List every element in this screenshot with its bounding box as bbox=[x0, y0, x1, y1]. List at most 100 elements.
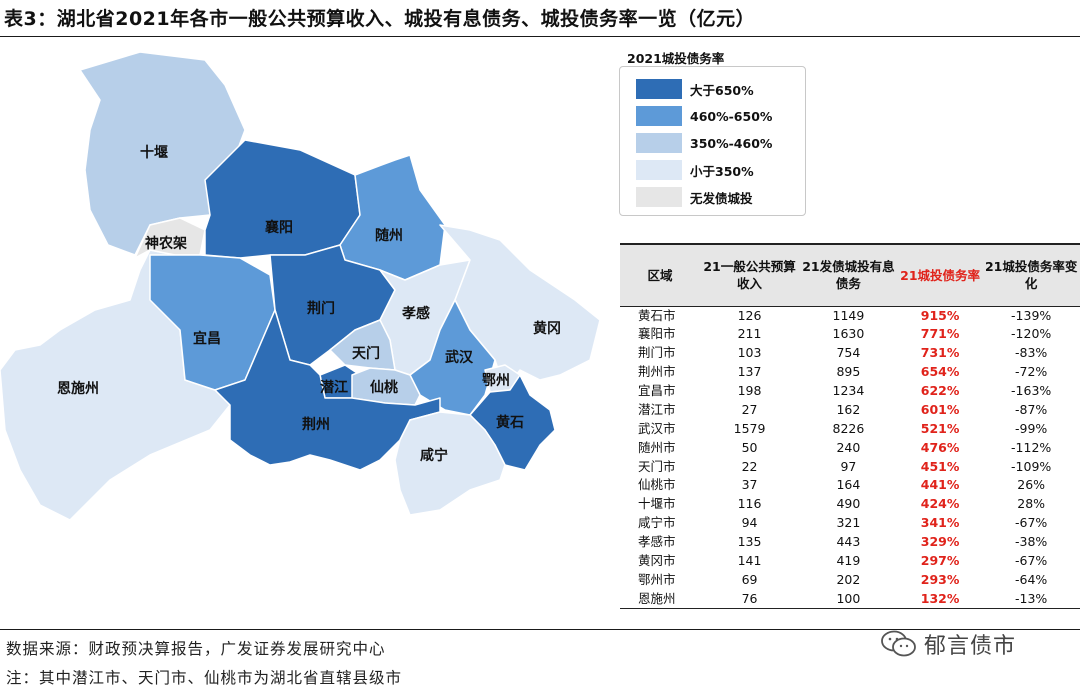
cell-region: 孝感市 bbox=[638, 534, 676, 550]
footer-rule bbox=[0, 629, 1080, 630]
cell-budget-revenue: 27 bbox=[741, 401, 758, 417]
legend-item: 350%-460% bbox=[636, 133, 772, 153]
cell-interest-debt: 8226 bbox=[832, 420, 865, 436]
legend-swatch bbox=[636, 106, 682, 126]
table-row: 襄阳市 211 1630 771% -120% bbox=[620, 325, 1080, 344]
cell-ratio-change: -38% bbox=[1015, 534, 1048, 550]
cell-interest-debt: 202 bbox=[836, 571, 861, 587]
cell-ratio-change: -64% bbox=[1015, 571, 1048, 587]
legend-swatch bbox=[636, 133, 682, 153]
cell-region: 恩施州 bbox=[620, 589, 701, 609]
cell-ratio-change: -83% bbox=[1015, 345, 1048, 361]
map-label-jingzhou: 荆州 bbox=[302, 416, 330, 433]
map-label-enshi: 恩施州 bbox=[57, 380, 99, 397]
cell-region: 黄石市 bbox=[620, 305, 701, 325]
legend-swatch bbox=[636, 79, 682, 99]
region-tianmen bbox=[329, 319, 396, 371]
cell-ratio-change: -120% bbox=[1011, 326, 1052, 342]
map-label-xiaogan: 孝感 bbox=[401, 305, 430, 322]
page-title: 表3：湖北省2021年各市一般公共预算收入、城投有息债务、城投债务率一览（亿元） bbox=[4, 8, 756, 30]
table-header-row: 区域 21一般公共预算收入 21发债城投有息债务 21城投债务率 21城投债务率… bbox=[620, 243, 1080, 306]
legend-item: 460%-650% bbox=[636, 106, 772, 126]
cell-debt-ratio: 297% bbox=[920, 553, 960, 569]
cell-interest-debt: 97 bbox=[840, 458, 857, 474]
table-row: 仙桃市 37 164 441% 26% bbox=[620, 476, 1080, 495]
cell-budget-revenue: 76 bbox=[700, 589, 799, 609]
table-row: 黄石市 126 1149 915% -139% bbox=[620, 305, 1080, 325]
cell-ratio-change: -139% bbox=[982, 305, 1080, 325]
cell-region: 荆州市 bbox=[638, 364, 676, 380]
legend-swatch bbox=[636, 160, 682, 180]
cell-budget-revenue: 137 bbox=[737, 364, 762, 380]
map-label-tianmen: 天门 bbox=[352, 345, 380, 362]
cell-ratio-change: -87% bbox=[1015, 401, 1048, 417]
map-label-wuhan: 武汉 bbox=[445, 349, 474, 366]
table-row: 鄂州市 69 202 293% -64% bbox=[620, 570, 1080, 589]
cell-debt-ratio: 476% bbox=[920, 439, 960, 455]
map-label-shiyan: 十堰 bbox=[140, 144, 168, 161]
map-label-suizhou: 随州 bbox=[375, 227, 403, 244]
cell-interest-debt: 1630 bbox=[832, 326, 865, 342]
cell-debt-ratio: 293% bbox=[920, 571, 960, 587]
cell-region: 十堰市 bbox=[638, 496, 676, 512]
cell-budget-revenue: 37 bbox=[741, 477, 758, 493]
table-row: 天门市 22 97 451% -109% bbox=[620, 457, 1080, 476]
cell-debt-ratio: 915% bbox=[897, 305, 983, 325]
cell-interest-debt: 895 bbox=[836, 364, 861, 380]
legend-label: 大于650% bbox=[690, 82, 754, 98]
footer-source: 数据来源：财政预决算报告，广发证券发展研究中心 bbox=[6, 640, 386, 658]
cell-interest-debt: 443 bbox=[836, 534, 861, 550]
cell-ratio-change: -72% bbox=[1015, 364, 1048, 380]
cell-budget-revenue: 198 bbox=[737, 383, 762, 398]
cell-interest-debt: 162 bbox=[836, 401, 861, 417]
cell-ratio-change: -109% bbox=[1011, 458, 1052, 474]
debt-table: 区域 21一般公共预算收入 21发债城投有息债务 21城投债务率 21城投债务率… bbox=[620, 243, 1080, 609]
table-row: 荆州市 137 895 654% -72% bbox=[620, 363, 1080, 382]
map-label-xiantao: 仙桃 bbox=[370, 379, 398, 396]
cell-debt-ratio: 771% bbox=[920, 326, 960, 342]
cell-budget-revenue: 211 bbox=[737, 326, 762, 342]
cell-region: 黄冈市 bbox=[638, 553, 676, 569]
header-ratio-change: 21城投债务率变化 bbox=[982, 243, 1080, 306]
map-label-huangshi: 黄石 bbox=[496, 414, 524, 431]
legend: 大于650% 460%-650% 350%-460% 小于350% 无发债城投 bbox=[619, 66, 806, 216]
cell-ratio-change: -99% bbox=[1015, 420, 1048, 436]
legend-item: 无发债城投 bbox=[636, 187, 753, 207]
map-label-ezhou: 鄂州 bbox=[482, 373, 510, 389]
table-row: 宜昌市 198 1234 622% -163% bbox=[620, 382, 1080, 401]
cell-budget-revenue: 1579 bbox=[733, 420, 766, 436]
cell-interest-debt: 1234 bbox=[832, 383, 865, 398]
table-row: 武汉市 1579 8226 521% -99% bbox=[620, 419, 1080, 438]
wechat-icon bbox=[881, 630, 916, 657]
cell-ratio-change: -67% bbox=[1015, 553, 1048, 569]
header-debt-ratio: 21城投债务率 bbox=[897, 243, 983, 306]
cell-debt-ratio: 601% bbox=[920, 401, 960, 417]
map-label-huanggang: 黄冈 bbox=[533, 320, 561, 337]
table-row: 黄冈市 141 419 297% -67% bbox=[620, 552, 1080, 571]
cell-region: 潜江市 bbox=[638, 401, 676, 417]
cell-region: 宜昌市 bbox=[638, 383, 676, 398]
header-region: 区域 bbox=[620, 243, 701, 306]
cell-debt-ratio: 521% bbox=[920, 420, 960, 436]
legend-label: 小于350% bbox=[690, 163, 754, 179]
table-row: 十堰市 116 490 424% 28% bbox=[620, 495, 1080, 514]
map-label-yichang: 宜昌 bbox=[193, 330, 221, 347]
cell-ratio-change: -112% bbox=[1011, 439, 1052, 455]
cell-debt-ratio: 451% bbox=[920, 458, 960, 474]
cell-budget-revenue: 69 bbox=[741, 571, 758, 587]
map-label-qianjiang: 潜江 bbox=[320, 379, 348, 396]
table-row: 荆门市 103 754 731% -83% bbox=[620, 344, 1080, 363]
cell-region: 仙桃市 bbox=[638, 477, 676, 493]
cell-ratio-change: 28% bbox=[1017, 496, 1046, 512]
cell-debt-ratio: 441% bbox=[920, 477, 960, 493]
cell-budget-revenue: 135 bbox=[737, 534, 762, 550]
cell-debt-ratio: 132% bbox=[897, 589, 983, 609]
legend-item: 小于350% bbox=[636, 160, 754, 180]
cell-budget-revenue: 94 bbox=[741, 515, 758, 531]
legend-label: 460%-650% bbox=[690, 108, 773, 124]
cell-interest-debt: 321 bbox=[836, 515, 861, 531]
cell-interest-debt: 240 bbox=[836, 439, 861, 455]
cell-region: 荆门市 bbox=[638, 345, 676, 361]
cell-debt-ratio: 622% bbox=[920, 383, 960, 398]
legend-label: 350%-460% bbox=[690, 135, 773, 151]
